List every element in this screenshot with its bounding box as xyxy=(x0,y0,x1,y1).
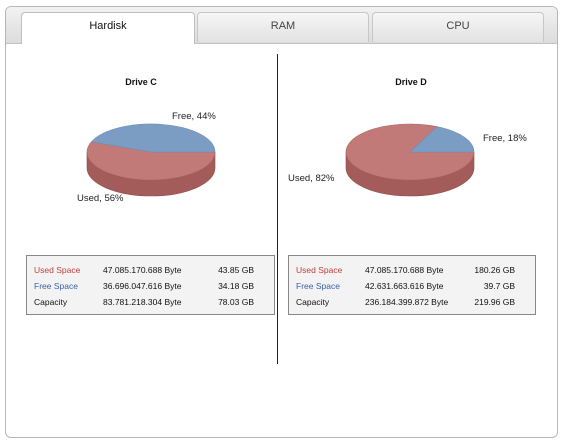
drive-c-stats-table: Used Space 47.085.170.688 Byte 43.85 GB … xyxy=(26,255,275,315)
drive-d-used-label: Used, 82% xyxy=(288,173,335,184)
drive-d-panel: Drive D Free, 18% Used, 82% Used Space 4… xyxy=(278,43,548,343)
used-space-gb: 43.85 GB xyxy=(218,265,254,275)
free-space-label: Free Space xyxy=(296,281,340,291)
drive-d-used-row: Used Space 47.085.170.688 Byte 180.26 GB xyxy=(289,265,535,279)
free-space-bytes: 36.696.047.616 Byte xyxy=(103,281,182,291)
used-space-label: Used Space xyxy=(34,265,81,275)
drive-c-used-row: Used Space 47.085.170.688 Byte 43.85 GB xyxy=(27,265,274,279)
tab-hardisk[interactable]: Hardisk xyxy=(21,12,195,44)
used-space-label: Used Space xyxy=(296,265,343,275)
used-space-gb: 180.26 GB xyxy=(474,265,515,275)
drive-c-capacity-row: Capacity 83.781.218.304 Byte 78.03 GB xyxy=(27,297,274,311)
drive-c-free-slice xyxy=(90,123,216,153)
drive-c-panel: Drive C Free, 44% Used, 56% Used Space 4… xyxy=(6,43,276,343)
capacity-gb: 219.96 GB xyxy=(474,297,515,307)
drive-d-capacity-row: Capacity 236.184.399.872 Byte 219.96 GB xyxy=(289,297,535,311)
drive-d-title: Drive D xyxy=(395,77,427,87)
capacity-bytes: 236.184.399.872 Byte xyxy=(365,297,449,307)
drive-c-pie-chart: Free, 44% Used, 56% xyxy=(77,111,216,204)
free-space-bytes: 42.631.663.616 Byte xyxy=(365,281,444,291)
drive-c-title: Drive C xyxy=(125,77,157,87)
tab-cpu[interactable]: CPU xyxy=(372,12,544,42)
drive-c-used-label: Used, 56% xyxy=(77,193,124,204)
hardisk-window: Hardisk RAM CPU Drive C Free, 44% Used, … xyxy=(5,6,558,438)
free-space-gb: 39.7 GB xyxy=(483,281,515,291)
tab-ram[interactable]: RAM xyxy=(197,12,369,42)
drive-d-free-slice xyxy=(409,126,475,153)
drive-d-free-row: Free Space 42.631.663.616 Byte 39.7 GB xyxy=(289,281,535,295)
drive-c-free-row: Free Space 36.696.047.616 Byte 34.18 GB xyxy=(27,281,274,295)
drive-d-pie-chart: Free, 18% Used, 82% xyxy=(288,123,527,197)
capacity-bytes: 83.781.218.304 Byte xyxy=(103,297,182,307)
drive-c-used-slice xyxy=(86,141,216,181)
capacity-gb: 78.03 GB xyxy=(218,297,254,307)
panel-divider xyxy=(277,54,278,364)
drive-d-free-label: Free, 18% xyxy=(483,133,527,144)
capacity-label: Capacity xyxy=(296,297,330,307)
drive-c-free-label: Free, 44% xyxy=(172,111,216,122)
free-space-label: Free Space xyxy=(34,281,78,291)
free-space-gb: 34.18 GB xyxy=(218,281,254,291)
used-space-bytes: 47.085.170.688 Byte xyxy=(103,265,182,275)
drive-d-stats-table: Used Space 47.085.170.688 Byte 180.26 GB… xyxy=(288,255,536,315)
tab-bar: Hardisk RAM CPU xyxy=(6,7,557,44)
used-space-bytes: 47.085.170.688 Byte xyxy=(365,265,444,275)
capacity-label: Capacity xyxy=(34,297,68,307)
